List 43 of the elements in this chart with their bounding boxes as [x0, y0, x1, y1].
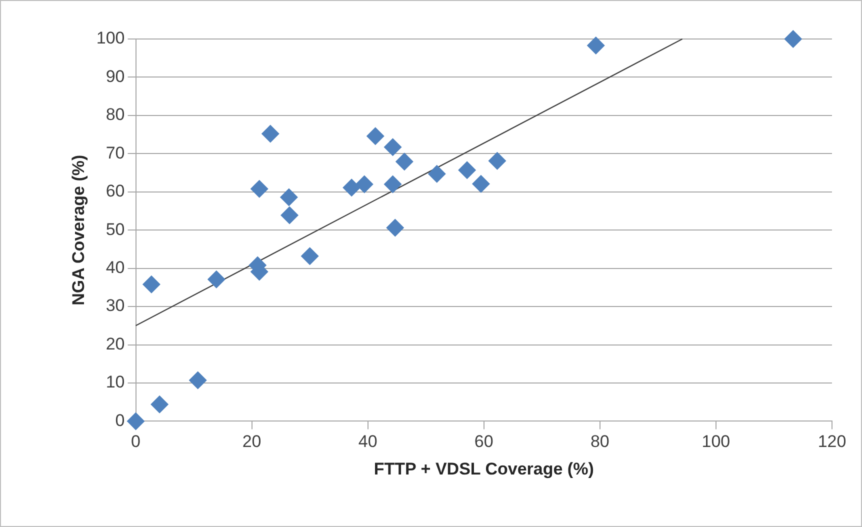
x-tick-label: 60	[474, 432, 494, 452]
point	[384, 138, 402, 156]
point	[488, 152, 506, 170]
point	[207, 270, 226, 288]
y-tick-label: 40	[106, 258, 125, 278]
point	[142, 275, 160, 294]
point	[586, 36, 605, 54]
y-tick-label: 50	[106, 220, 125, 239]
point	[150, 395, 169, 414]
y-tick-label: 70	[106, 143, 125, 162]
y-tick-label: 90	[106, 66, 125, 86]
point	[355, 175, 374, 194]
point	[395, 152, 414, 171]
point	[472, 174, 490, 193]
y-axis-title: NGA Coverage (%)	[68, 154, 88, 306]
y-tick-label: 10	[106, 372, 125, 392]
y-tick-label: 30	[106, 296, 125, 316]
point	[280, 188, 298, 206]
point	[384, 175, 402, 194]
y-tick-label: 80	[106, 105, 125, 124]
point	[280, 206, 299, 224]
point	[366, 127, 384, 146]
point	[188, 371, 207, 390]
x-axis-title: FTTP + VDSL Coverage (%)	[374, 459, 594, 478]
x-tick-label: 80	[590, 432, 610, 452]
x-tick-label: 120	[818, 432, 846, 452]
point	[386, 218, 404, 237]
point	[250, 180, 268, 198]
point	[428, 164, 446, 183]
point	[458, 161, 476, 180]
point	[300, 247, 319, 266]
y-tick-label: 20	[106, 334, 125, 354]
y-tick-label: 0	[115, 410, 125, 430]
point	[784, 30, 802, 48]
x-tick-label: 20	[242, 432, 262, 452]
y-tick-label: 100	[96, 28, 125, 48]
point	[126, 412, 145, 430]
x-tick-label: 40	[358, 432, 378, 452]
point	[261, 124, 280, 143]
point	[342, 178, 361, 197]
x-tick-label: 0	[131, 432, 140, 452]
x-tick-label: 100	[702, 432, 730, 452]
y-tick-label: 60	[106, 182, 125, 201]
